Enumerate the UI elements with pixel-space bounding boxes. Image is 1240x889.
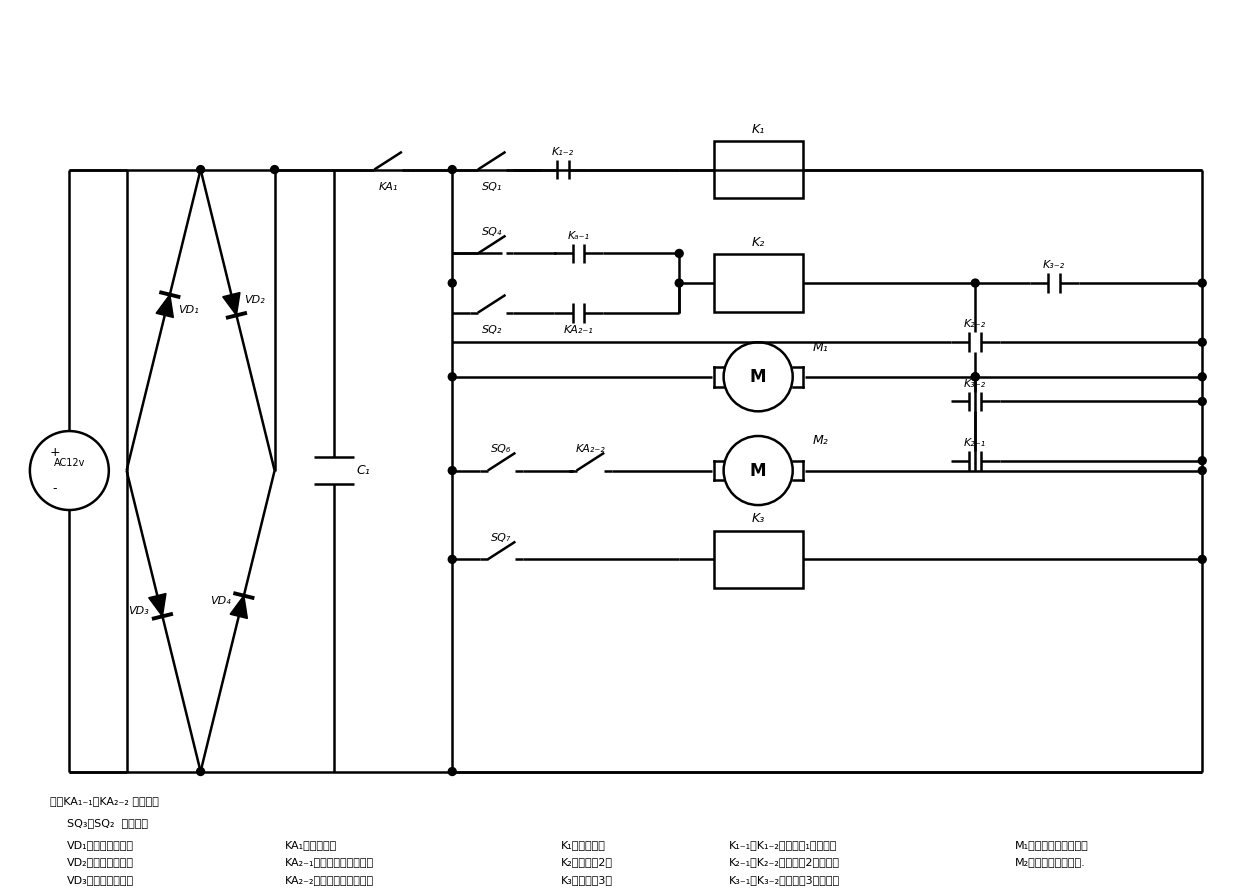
Text: M₂: M₂ xyxy=(812,435,828,447)
Circle shape xyxy=(449,767,456,775)
Text: K₃₋₁，K₃₋₂：继电居3的常开；: K₃₋₁，K₃₋₂：继电居3的常开； xyxy=(729,875,839,885)
Circle shape xyxy=(449,372,456,380)
Polygon shape xyxy=(149,594,166,616)
Circle shape xyxy=(1198,457,1207,465)
Text: M₁：行走电磁离合器；: M₁：行走电磁离合器； xyxy=(1014,839,1089,850)
Text: AC12v: AC12v xyxy=(53,458,86,468)
Text: K₃：继电居3；: K₃：继电居3； xyxy=(560,875,613,885)
Circle shape xyxy=(449,165,456,173)
Circle shape xyxy=(676,250,683,258)
Text: +: + xyxy=(50,446,60,460)
Circle shape xyxy=(449,467,456,475)
Text: VD₁: VD₁ xyxy=(179,305,198,316)
Bar xyxy=(714,531,802,588)
Text: Kₐ₋₁: Kₐ₋₁ xyxy=(568,230,589,241)
Text: KA₂₋₁: KA₂₋₁ xyxy=(564,325,594,335)
Circle shape xyxy=(971,372,980,380)
Text: SQ₄: SQ₄ xyxy=(481,227,502,236)
Polygon shape xyxy=(231,596,248,619)
Text: K₃: K₃ xyxy=(751,512,765,525)
Bar xyxy=(714,254,802,312)
Text: K₃₋₂: K₃₋₂ xyxy=(965,379,986,388)
Circle shape xyxy=(1198,339,1207,346)
Circle shape xyxy=(676,279,683,287)
Text: M₂：拔秧电磁离合器.: M₂：拔秧电磁离合器. xyxy=(1014,857,1085,868)
Circle shape xyxy=(971,279,980,287)
Text: K₂₋₂: K₂₋₂ xyxy=(965,319,986,330)
Text: K₂：继电居2；: K₂：继电居2； xyxy=(560,857,613,868)
Text: VD₃: VD₃ xyxy=(129,606,149,616)
Text: M: M xyxy=(750,461,766,479)
Text: KA₁: KA₁ xyxy=(378,182,398,192)
Circle shape xyxy=(270,165,279,173)
Circle shape xyxy=(197,165,205,173)
Text: 注：KA₁₋₁，KA₂₋₂ 同时动作: 注：KA₁₋₁，KA₂₋₂ 同时动作 xyxy=(50,797,159,806)
Text: C₁: C₁ xyxy=(357,464,371,477)
Text: SQ₃，SQ₂  同时动作: SQ₃，SQ₂ 同时动作 xyxy=(67,818,149,828)
Text: VD₃：整流二极管；: VD₃：整流二极管； xyxy=(67,875,134,885)
Text: KA₂₋₂：拔秧拔捆的开关；: KA₂₋₂：拔秧拔捆的开关； xyxy=(284,875,373,885)
Text: M₁: M₁ xyxy=(812,340,828,354)
Text: K₃₋₂: K₃₋₂ xyxy=(1043,260,1065,270)
Text: SQ₂: SQ₂ xyxy=(481,325,502,335)
Text: -: - xyxy=(52,482,57,495)
Text: K₁₋₂: K₁₋₂ xyxy=(552,147,574,156)
Circle shape xyxy=(449,279,456,287)
Text: VD₂: VD₂ xyxy=(244,295,265,305)
Text: K₁₋₁，K₁₋₂：继电居₁的常开；: K₁₋₁，K₁₋₂：继电居₁的常开； xyxy=(729,839,837,850)
Text: VD₂：整流二极管；: VD₂：整流二极管； xyxy=(67,857,134,868)
Text: SQ₇: SQ₇ xyxy=(491,533,512,542)
Circle shape xyxy=(1198,397,1207,405)
Text: KA₂₋₁：拔秧拔捆的开关；: KA₂₋₁：拔秧拔捆的开关； xyxy=(284,857,373,868)
Circle shape xyxy=(449,556,456,564)
Circle shape xyxy=(1198,556,1207,564)
Circle shape xyxy=(1198,467,1207,475)
Text: KA₂₋₂: KA₂₋₂ xyxy=(575,444,605,453)
Text: KA₁：总开关；: KA₁：总开关； xyxy=(284,839,337,850)
Circle shape xyxy=(1198,372,1207,380)
Circle shape xyxy=(197,767,205,775)
Text: SQ₆: SQ₆ xyxy=(491,444,512,453)
Text: K₁：继电居；: K₁：继电居； xyxy=(560,839,605,850)
Text: VD₁：整流二极管；: VD₁：整流二极管； xyxy=(67,839,134,850)
Text: M: M xyxy=(750,368,766,386)
Text: K₂: K₂ xyxy=(751,236,765,249)
Text: K₂₋₁: K₂₋₁ xyxy=(965,438,986,448)
Bar xyxy=(714,141,802,198)
Polygon shape xyxy=(156,294,174,317)
Text: VD₄: VD₄ xyxy=(210,596,231,605)
Polygon shape xyxy=(223,292,241,316)
Circle shape xyxy=(971,372,980,380)
Text: SQ₁: SQ₁ xyxy=(481,182,502,192)
Text: K₁: K₁ xyxy=(751,123,765,136)
Text: K₂₋₁，K₂₋₂：继电居2的常开；: K₂₋₁，K₂₋₂：继电居2的常开； xyxy=(729,857,839,868)
Circle shape xyxy=(1198,279,1207,287)
